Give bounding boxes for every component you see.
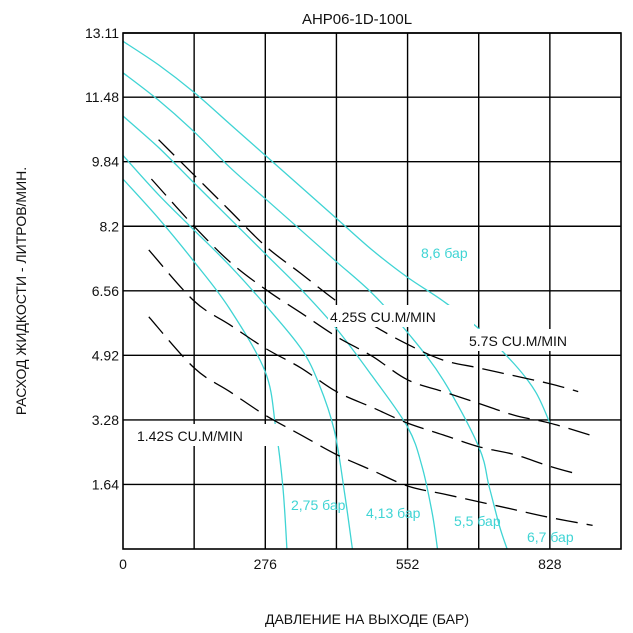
annotation-1-42s: 1.42S CU.M/MIN [137, 428, 243, 444]
series-line-0 [122, 40, 551, 424]
series-line-3 [122, 154, 354, 550]
label-mask-1-42 [135, 424, 279, 446]
y-tick-label-3: 6.56 [92, 283, 119, 299]
y-tick-label-2: 4.92 [92, 347, 119, 363]
x-tick-label-0: 0 [119, 556, 127, 572]
series-curves [122, 40, 593, 550]
y-tick-label-7: 13.11 [85, 25, 119, 41]
plot-frame [122, 32, 622, 550]
y-tick-label-5: 9.84 [92, 154, 119, 170]
y-tick-label-4: 8.2 [100, 218, 120, 234]
y-tick-labels: 1.64 3.28 4.92 6.56 8.2 9.84 11.48 13.11 [85, 25, 119, 492]
x-tick-labels: 0 276 552 828 [119, 556, 562, 572]
y-tick-label-1: 3.28 [92, 412, 119, 428]
annotation-6-7-bar: 6,7 бар [527, 529, 574, 545]
series-line-6 [150, 178, 590, 436]
x-tick-label-3: 828 [538, 556, 562, 572]
series-line-1 [122, 72, 508, 550]
annotation-8-6-bar: 8,6 бар [421, 245, 468, 261]
y-tick-label-0: 1.64 [92, 476, 119, 492]
x-tick-label-1: 276 [254, 556, 278, 572]
annotation-5-7s: 5.7S CU.M/MIN [469, 333, 567, 349]
series-line-4 [122, 178, 288, 550]
annotation-2-75-bar: 2,75 бар [291, 497, 346, 513]
series-line-2 [122, 115, 439, 550]
chart-title: AHP06-1D-100L [302, 11, 412, 28]
series-line-8 [148, 316, 593, 527]
label-mask-4-25 [328, 305, 474, 327]
grid-lines [123, 32, 621, 549]
annotation-4-25s: 4.25S CU.M/MIN [330, 309, 436, 325]
label-mask-5-7 [467, 329, 601, 351]
annotation-4-13-bar: 4,13 бар [366, 505, 421, 521]
x-axis-label: ДАВЛЕНИЕ НА ВЫХОДЕ (БАР) [265, 611, 469, 627]
y-tick-label-6: 11.48 [85, 89, 119, 105]
annotation-5-5-bar: 5,5 бар [454, 513, 501, 529]
series-line-7 [148, 249, 579, 475]
x-tick-label-2: 552 [396, 556, 420, 572]
y-axis-label: РАСХОД ЖИДКОСТИ - ЛИТРОВ/МИН. [13, 167, 29, 415]
